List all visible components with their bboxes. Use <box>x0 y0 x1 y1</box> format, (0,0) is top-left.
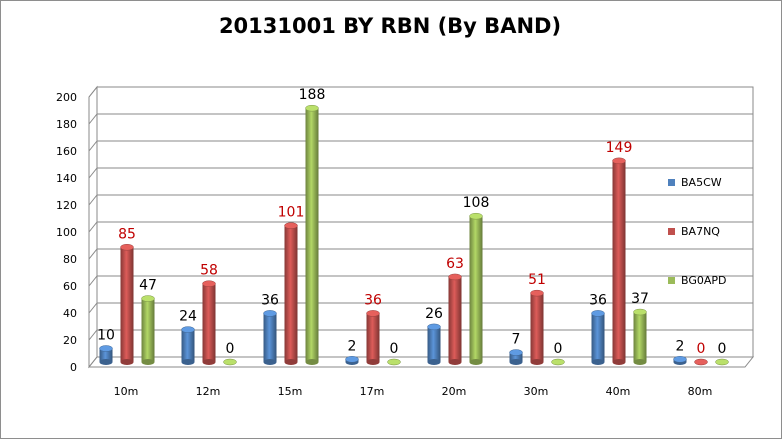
x-tick-label: 12m <box>196 385 221 398</box>
bar-bg0apd-15m <box>305 104 319 365</box>
chart-title: 20131001 BY RBN (By BAND) <box>218 14 562 38</box>
bar-bg0apd-17m <box>387 358 401 366</box>
data-label: 108 <box>463 195 490 211</box>
data-label: 58 <box>200 263 218 279</box>
bar-ba5cw-10m <box>99 345 113 365</box>
x-tick-label: 30m <box>524 385 549 398</box>
bar-ba7nq-17m <box>366 310 380 365</box>
x-tick-label: 80m <box>688 385 713 398</box>
data-label: 0 <box>554 341 563 357</box>
y-tick-label: 80 <box>63 253 77 266</box>
bar-ba5cw-15m <box>263 310 277 365</box>
bar-ba7nq-40m <box>612 157 626 365</box>
data-label: 7 <box>512 332 521 348</box>
data-label: 85 <box>118 226 136 242</box>
data-label: 188 <box>299 87 326 103</box>
data-label: 63 <box>446 256 464 272</box>
bar-ba5cw-40m <box>591 310 605 365</box>
data-label: 149 <box>606 140 633 156</box>
bar-bg0apd-30m <box>551 358 565 366</box>
y-tick-label: 160 <box>56 145 77 158</box>
bar-ba7nq-15m <box>284 222 298 365</box>
y-tick-label: 200 <box>56 91 77 104</box>
data-label: 2 <box>676 338 685 354</box>
y-tick-label: 140 <box>56 172 77 185</box>
data-label: 36 <box>589 292 607 308</box>
bar-ba7nq-30m <box>530 289 544 365</box>
gridline <box>88 167 753 179</box>
x-tick-label: 10m <box>114 385 139 398</box>
bar-ba7nq-12m <box>202 280 216 365</box>
bar-ba5cw-20m <box>427 323 441 365</box>
bar-bg0apd-12m <box>223 358 237 366</box>
data-label: 2 <box>348 338 357 354</box>
gridline <box>88 86 753 98</box>
legend-swatch <box>668 179 675 186</box>
legend-swatch <box>668 277 675 284</box>
bar-ba7nq-20m <box>448 273 462 365</box>
y-tick-label: 0 <box>70 361 77 374</box>
data-label: 24 <box>179 309 197 325</box>
gridline <box>88 275 753 287</box>
bar-ba5cw-12m <box>181 326 195 365</box>
y-tick-label: 180 <box>56 118 77 131</box>
x-tick-label: 40m <box>606 385 631 398</box>
bar-ba7nq-10m <box>120 244 134 365</box>
y-tick-label: 120 <box>56 199 77 212</box>
data-label: 36 <box>261 292 279 308</box>
bar-bg0apd-10m <box>141 295 155 365</box>
gridline <box>88 140 753 152</box>
legend-label: BA7NQ <box>681 225 720 238</box>
data-label: 37 <box>631 291 649 307</box>
gridline <box>88 194 753 206</box>
y-tick-label: 20 <box>63 334 77 347</box>
legend-label: BG0APD <box>681 274 727 287</box>
data-label: 0 <box>226 341 235 357</box>
bar-ba5cw-80m <box>673 356 687 365</box>
data-label: 51 <box>528 272 546 288</box>
x-tick-label: 17m <box>360 385 385 398</box>
bar-bg0apd-20m <box>469 212 483 365</box>
x-tick-label: 15m <box>278 385 303 398</box>
legend-swatch <box>668 228 675 235</box>
data-label: 10 <box>97 328 115 344</box>
bar-ba7nq-80m <box>694 358 708 366</box>
bar-ba5cw-30m <box>509 349 523 365</box>
bar-bg0apd-80m <box>715 358 729 366</box>
data-label: 0 <box>718 341 727 357</box>
gridline <box>88 221 753 233</box>
data-label: 47 <box>139 278 157 294</box>
legend-label: BA5CW <box>681 176 722 189</box>
bar-bg0apd-40m <box>633 308 647 365</box>
y-tick-label: 100 <box>56 226 77 239</box>
gridline <box>88 113 753 125</box>
y-tick-label: 40 <box>63 307 77 320</box>
gridline <box>88 248 753 260</box>
x-tick-label: 20m <box>442 385 467 398</box>
bar-ba5cw-17m <box>345 356 359 365</box>
data-label: 36 <box>364 292 382 308</box>
data-label: 26 <box>425 306 443 322</box>
y-tick-label: 60 <box>63 280 77 293</box>
data-label: 0 <box>697 341 706 357</box>
data-label: 0 <box>390 341 399 357</box>
data-label: 101 <box>278 205 305 221</box>
